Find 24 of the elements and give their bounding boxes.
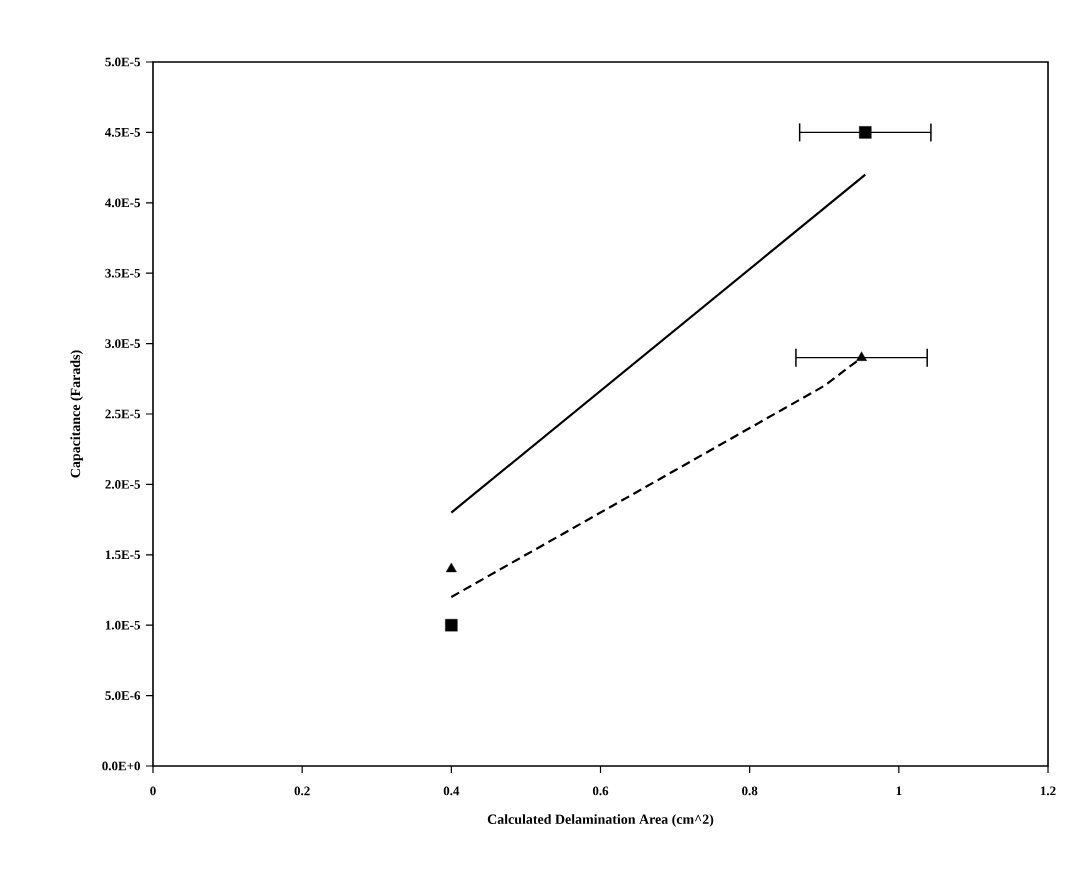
point (445, 562, 457, 573)
y-tick-label: 4.5E-5 (105, 128, 141, 137)
x-tick-label: 0 (150, 786, 156, 796)
point (445, 619, 458, 632)
point (859, 126, 872, 139)
y-tick-label: 4.0E-5 (105, 198, 141, 208)
point (856, 351, 867, 361)
y-tick-label: 2.5E-5 (105, 409, 141, 419)
y-tick-label: 5.0E-6 (105, 691, 141, 700)
x-tick-label: 1.2 (1040, 786, 1056, 796)
y-tick-label: 0.0E+0 (102, 761, 140, 771)
y-tick-label: 3.5E-5 (105, 268, 141, 278)
y-tick-label: 3.0E-5 (105, 339, 141, 348)
y-tick-label: 2.0E-5 (105, 480, 141, 489)
y-tick-label: 5.0E-5 (105, 57, 141, 67)
x-tick-label: 0.6 (592, 786, 609, 796)
x-tick-label: 1 (896, 786, 902, 796)
x-axis-title: Calculated Delamination Area (cm^2) (487, 814, 714, 827)
x-tick-label: 0.4 (443, 786, 460, 796)
x-tick-label: 0.2 (294, 786, 310, 796)
y-axis-title: Capacitance (Farads) (70, 350, 83, 478)
y-tick-label: 1.0E-5 (105, 620, 141, 630)
y-tick-label: 1.5E-5 (105, 550, 141, 560)
x-tick-label: 0.8 (742, 786, 758, 796)
